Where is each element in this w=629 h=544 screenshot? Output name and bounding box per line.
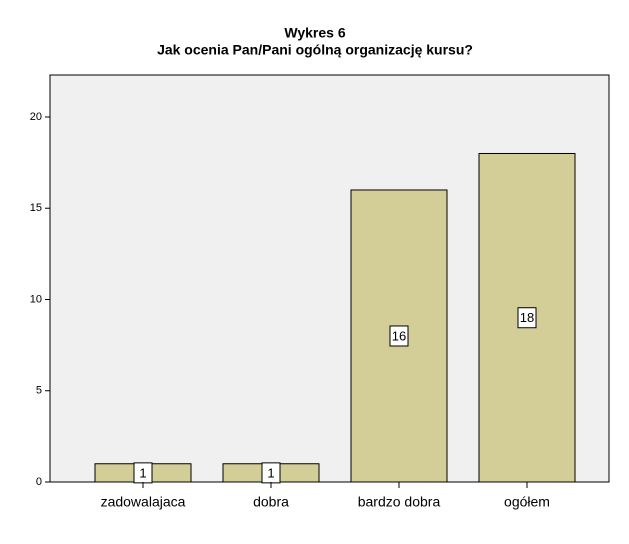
x-tick-label: dobra <box>253 494 289 510</box>
y-tick-label: 5 <box>36 385 42 397</box>
value-label: 18 <box>520 310 534 325</box>
x-tick-label: bardzo dobra <box>358 494 441 510</box>
value-label-box <box>517 307 537 329</box>
value-label-box <box>389 325 409 347</box>
x-tick-label: ogółem <box>504 494 550 510</box>
y-tick-label: 15 <box>30 202 42 214</box>
y-tick-label: 0 <box>36 476 42 488</box>
chart-subtitle: Jak ocenia Pan/Pani ogólną organizację k… <box>157 42 473 58</box>
value-label: 1 <box>267 465 274 480</box>
chart-title: Wykres 6 <box>284 25 345 41</box>
x-tick-label: zadowalajaca <box>101 494 186 510</box>
value-label: 16 <box>392 328 406 343</box>
value-label: 1 <box>139 465 146 480</box>
y-tick-label: 20 <box>30 111 42 123</box>
y-tick-label: 10 <box>30 293 42 305</box>
